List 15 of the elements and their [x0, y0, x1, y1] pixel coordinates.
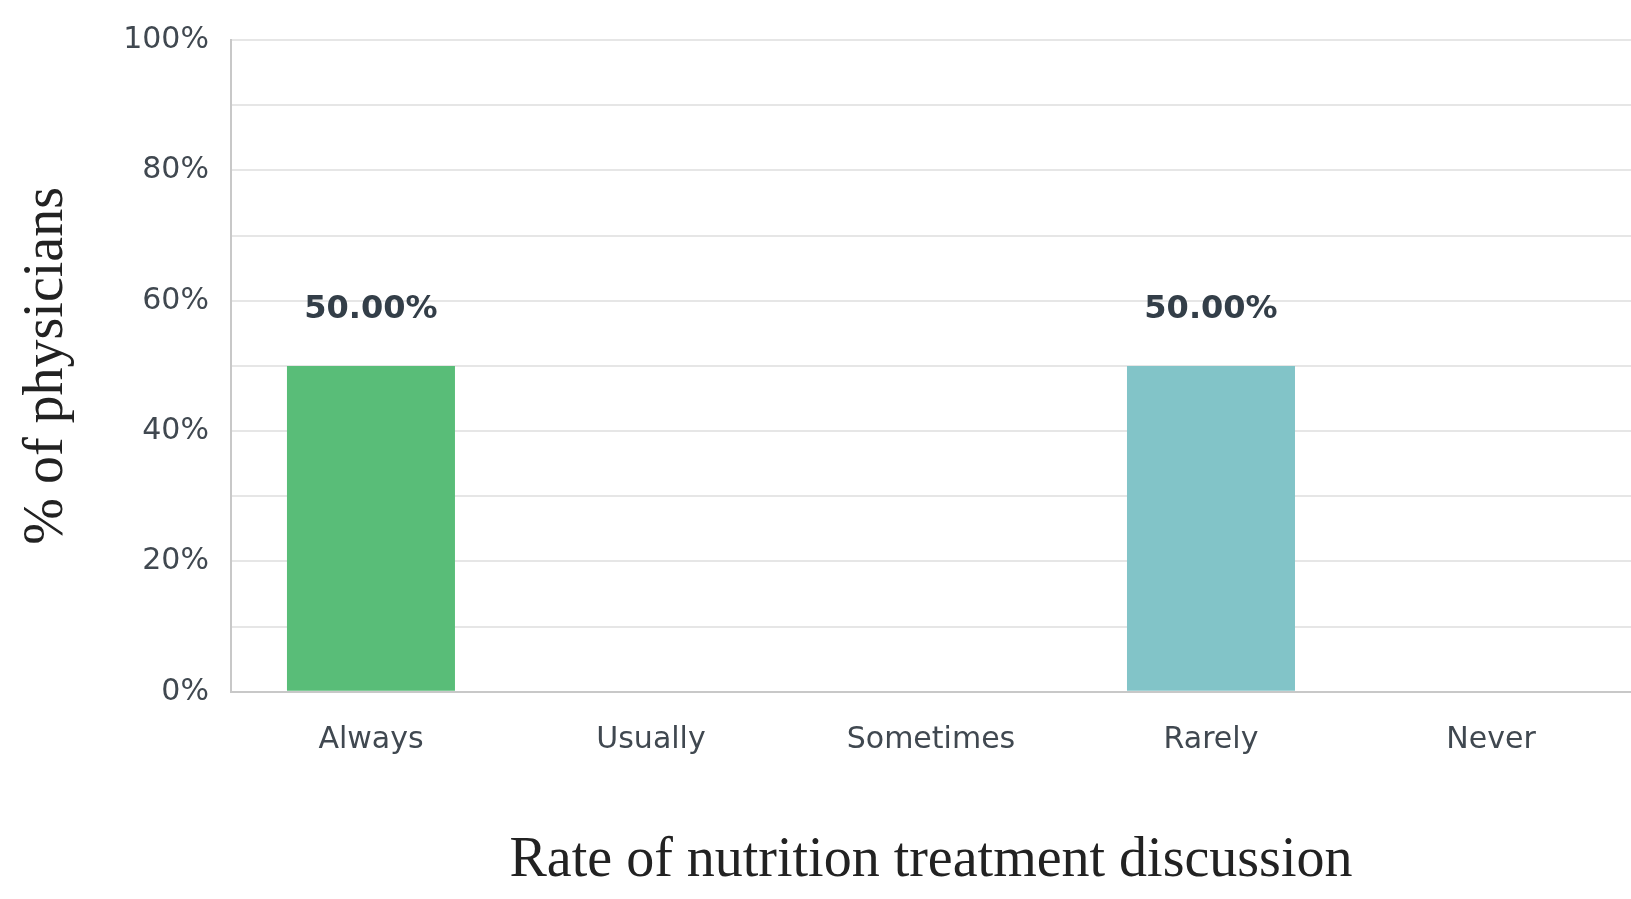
x-tick-label: Rarely [1163, 719, 1259, 755]
x-axis-title: Rate of nutrition treatment discussion [509, 826, 1353, 889]
data-label: 50.00% [304, 288, 438, 327]
y-tick-label: 0% [161, 671, 209, 707]
x-tick-label: Never [1446, 719, 1537, 755]
y-tick-label: 60% [142, 280, 209, 316]
y-tick-label: 20% [142, 541, 209, 577]
y-tick-label: 80% [142, 150, 209, 186]
y-axis-title: % of physicians [12, 187, 75, 545]
y-tick-label: 100% [123, 19, 209, 55]
x-tick-label: Always [318, 719, 424, 755]
y-tick-label: 40% [142, 410, 209, 446]
x-tick-label: Usually [596, 719, 706, 755]
x-tick-label: Sometimes [846, 719, 1016, 755]
data-label: 50.00% [1144, 288, 1278, 327]
